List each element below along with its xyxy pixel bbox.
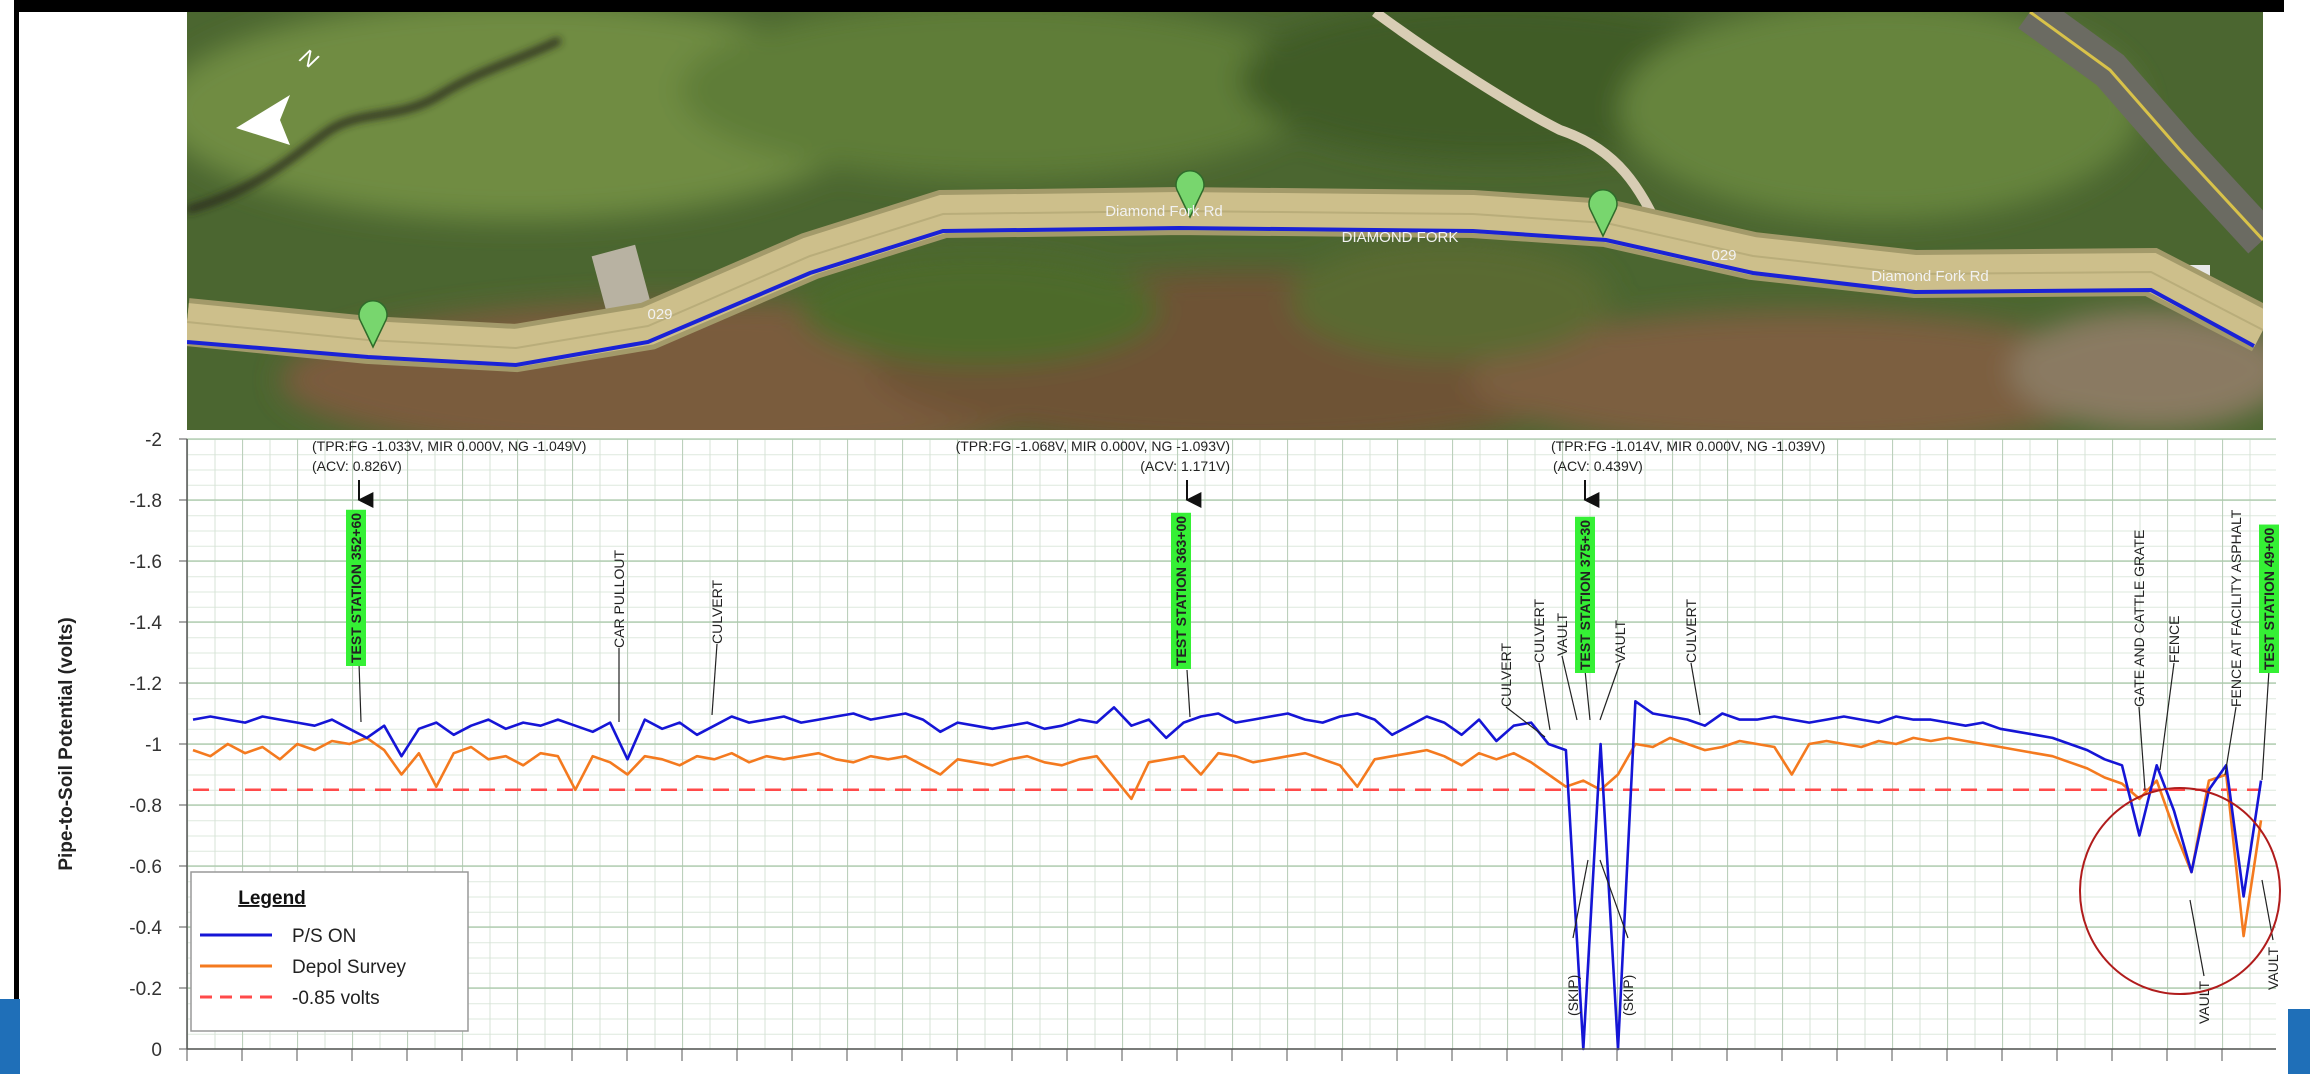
annotation-text: VAULT bbox=[1554, 613, 1570, 656]
pipeline-label: DIAMOND FORK bbox=[1342, 229, 1459, 246]
legend-label: Depol Survey bbox=[292, 957, 407, 978]
corner-decor bbox=[0, 999, 20, 1074]
annotation: VAULT bbox=[1612, 620, 1628, 663]
annotation: CULVERT bbox=[1531, 598, 1547, 663]
annotation: (ACV: 0.439V) bbox=[1553, 458, 1643, 474]
annotation-text: (ACV: 0.826V) bbox=[312, 458, 402, 474]
annotation-text: (ACV: 1.171V) bbox=[1140, 458, 1230, 474]
annotation-text: CULVERT bbox=[1683, 598, 1699, 663]
annotation-text: (SKIP) bbox=[1565, 975, 1581, 1016]
annotation-text: (TPR:FG -1.068V, MIR 0.000V, NG -1.093V) bbox=[956, 438, 1230, 454]
route-label: 029 bbox=[647, 306, 672, 323]
route-label: 029 bbox=[1711, 247, 1736, 264]
annotation: VAULT bbox=[2196, 981, 2212, 1024]
test-station-label: TEST STATION 49+00 bbox=[2259, 525, 2279, 673]
frame-top bbox=[14, 0, 2284, 12]
legend-title: Legend bbox=[238, 888, 306, 909]
annotation-text: GATE AND CATTLE GRATE bbox=[2131, 530, 2147, 707]
annotation: CAR PULLOUT bbox=[611, 550, 627, 648]
annotation: GATE AND CATTLE GRATE bbox=[2131, 530, 2147, 707]
page: N Diamond Fork Rd DIAMOND FORK 029 029 D… bbox=[0, 0, 2310, 1074]
y-tick-label: -0.4 bbox=[129, 918, 162, 939]
legend: Legend P/S ON Depol Survey -0.85 volts bbox=[191, 872, 468, 1031]
annotation-text: CAR PULLOUT bbox=[611, 550, 627, 648]
annotation-text: CULVERT bbox=[1498, 642, 1514, 707]
test-station-label: TEST STATION 352+60 bbox=[346, 510, 366, 666]
annotation-text: CULVERT bbox=[709, 579, 725, 644]
annotation: (ACV: 1.171V) bbox=[1140, 458, 1230, 474]
x-ticks bbox=[187, 1049, 2222, 1061]
annotation-text: (TPR:FG -1.014V, MIR 0.000V, NG -1.039V) bbox=[1551, 438, 1825, 454]
annotation-text: CULVERT bbox=[1531, 598, 1547, 663]
annotation-text: (SKIP) bbox=[1620, 975, 1636, 1016]
y-tick-label: -0.8 bbox=[129, 796, 162, 817]
annotation: CULVERT bbox=[1683, 598, 1699, 663]
y-tick-label: 0 bbox=[151, 1040, 162, 1061]
y-axis-label: Pipe-to-Soil Potential (volts) bbox=[56, 617, 77, 870]
annotation-text: VAULT bbox=[2265, 947, 2281, 990]
legend-label: -0.85 volts bbox=[292, 988, 380, 1009]
y-tick-label: -1.8 bbox=[129, 491, 162, 512]
frame-left bbox=[14, 0, 19, 1074]
y-tick-label: -0.6 bbox=[129, 857, 162, 878]
y-tick-label: -2 bbox=[145, 430, 162, 451]
y-tick-label: -1 bbox=[145, 735, 162, 756]
annotation-text: TEST STATION 352+60 bbox=[348, 513, 364, 663]
corner-decor bbox=[2288, 1009, 2310, 1074]
annotation-text: TEST STATION 375+30 bbox=[1577, 520, 1593, 670]
y-tick-label: -1.2 bbox=[129, 674, 162, 695]
annotation: FENCE bbox=[2166, 616, 2182, 663]
annotation: CULVERT bbox=[1498, 642, 1514, 707]
legend-label: P/S ON bbox=[292, 926, 356, 947]
annotation: (TPR:FG -1.033V, MIR 0.000V, NG -1.049V) bbox=[312, 438, 586, 454]
annotation: (ACV: 0.826V) bbox=[312, 458, 402, 474]
annotation-text: TEST STATION 49+00 bbox=[2261, 528, 2277, 670]
annotation: VAULT bbox=[2265, 947, 2281, 990]
annotation: (SKIP) bbox=[1620, 975, 1636, 1016]
y-tick-label: -0.2 bbox=[129, 979, 162, 1000]
road-label: Diamond Fork Rd bbox=[1871, 268, 1989, 285]
annotation-text: (ACV: 0.439V) bbox=[1553, 458, 1643, 474]
annotation: (TPR:FG -1.014V, MIR 0.000V, NG -1.039V) bbox=[1551, 438, 1825, 454]
y-tick-label: -1.4 bbox=[129, 613, 162, 634]
annotation: CULVERT bbox=[709, 579, 725, 644]
annotation: VAULT bbox=[1554, 613, 1570, 656]
annotation-text: VAULT bbox=[2196, 981, 2212, 1024]
annotation: (SKIP) bbox=[1565, 975, 1581, 1016]
road-label: Diamond Fork Rd bbox=[1105, 203, 1223, 220]
annotation-text: TEST STATION 363+00 bbox=[1173, 516, 1189, 666]
annotation: (TPR:FG -1.068V, MIR 0.000V, NG -1.093V) bbox=[956, 438, 1230, 454]
test-station-label: TEST STATION 375+30 bbox=[1575, 517, 1595, 673]
test-station-label: TEST STATION 363+00 bbox=[1171, 513, 1191, 669]
annotation-text: FENCE bbox=[2166, 616, 2182, 663]
y-tick-label: -1.6 bbox=[129, 552, 162, 573]
annotation-text: FENCE AT FACILITY ASPHALT bbox=[2228, 509, 2244, 707]
map: N Diamond Fork Rd DIAMOND FORK 029 029 D… bbox=[160, 0, 2290, 460]
annotation-text: (TPR:FG -1.033V, MIR 0.000V, NG -1.049V) bbox=[312, 438, 586, 454]
annotation: FENCE AT FACILITY ASPHALT bbox=[2228, 509, 2244, 707]
annotation-text: VAULT bbox=[1612, 620, 1628, 663]
